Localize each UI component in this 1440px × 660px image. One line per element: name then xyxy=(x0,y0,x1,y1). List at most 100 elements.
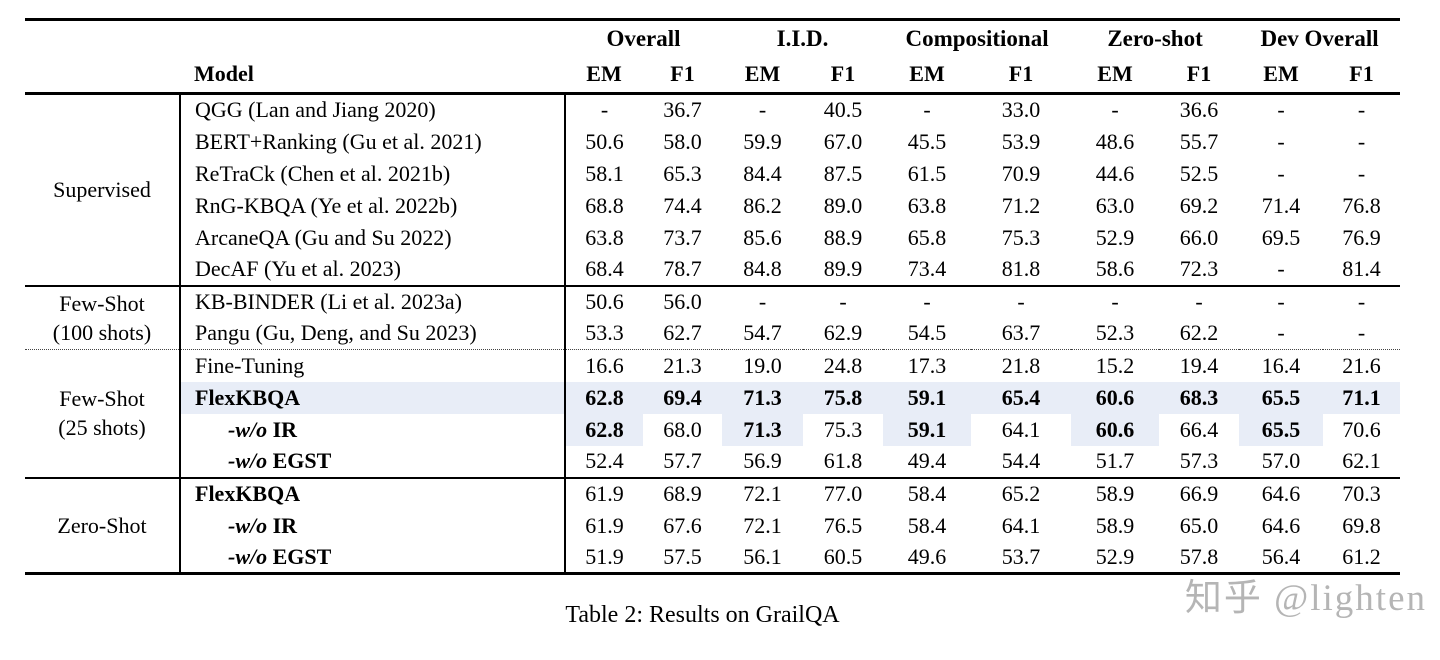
value-cell: 65.5 xyxy=(1239,381,1324,414)
value-cell: 57.0 xyxy=(1261,448,1301,473)
value-cell: 36.7 xyxy=(663,97,702,123)
model-name: RnG-KBQA (Ye et al. 2022b) xyxy=(195,192,458,218)
value-cell: - xyxy=(1357,320,1366,346)
value-cell: 72.3 xyxy=(1179,256,1219,281)
value-cell: 67.0 xyxy=(823,128,863,154)
value-cell: - xyxy=(1357,97,1366,123)
model-name: Fine-Tuning xyxy=(195,352,305,378)
value-cell: 15.2 xyxy=(1071,349,1160,382)
model-column-header: Model xyxy=(180,56,565,95)
col-subheader-em: EM xyxy=(565,56,643,95)
model-cell: QGG (Lan and Jiang 2020) xyxy=(180,93,566,126)
value-cell: 60.6 xyxy=(1071,413,1160,446)
value-cell: 69.8 xyxy=(1342,512,1381,538)
without-prefix: -w/o xyxy=(228,416,273,442)
value-cell: 21.6 xyxy=(1323,349,1401,382)
model-name: DecAF (Yu et al. 2023) xyxy=(195,256,401,281)
model-name: IR xyxy=(272,416,298,442)
value-cell: 62.2 xyxy=(1179,320,1219,346)
value-cell: 54.4 xyxy=(1001,448,1041,473)
table-row: Few-Shot (100 shots) KB-BINDER (Li et al. … xyxy=(25,284,1401,350)
value-cell: 70.6 xyxy=(1342,416,1381,442)
results-table: Overall I.I.D. Compositional Zero-shot D… xyxy=(25,18,1401,575)
value-cell: 52.9 xyxy=(1095,543,1135,569)
value-cell: 51.9 xyxy=(585,543,624,569)
value-cell: 62.7 xyxy=(663,320,702,346)
value-cell: 65.3 xyxy=(663,160,702,186)
value-cell: 17.3 xyxy=(883,349,972,382)
model-cell: KB-BINDER (Li et al. 2023a) xyxy=(180,284,566,318)
col-group-overall: Overall xyxy=(606,25,681,51)
value-cell: 72.1 xyxy=(743,512,782,538)
value-cell: - xyxy=(1159,284,1240,318)
value-cell: 72.1 xyxy=(722,476,803,510)
without-prefix: -w/o xyxy=(228,448,273,473)
value-cell: 88.9 xyxy=(823,224,863,250)
value-cell: 62.8 xyxy=(565,413,643,446)
model-cell: ReTraCk (Chen et al. 2021b) xyxy=(180,157,566,190)
value-cell: 51.7 xyxy=(1095,448,1135,473)
value-cell: 61.9 xyxy=(585,512,624,538)
col-subheader-f1: F1 xyxy=(1159,56,1240,95)
value-cell: 61.8 xyxy=(823,448,863,473)
value-cell: 21.8 xyxy=(971,349,1072,382)
value-cell: 71.3 xyxy=(722,413,803,446)
model-cell: ArcaneQA (Gu and Su 2022) xyxy=(180,221,566,254)
value-cell: 52.5 xyxy=(1179,160,1219,186)
value-cell: 63.0 xyxy=(1095,192,1135,218)
value-cell: 66.9 xyxy=(1159,476,1240,510)
value-cell: - xyxy=(971,284,1072,318)
value-cell: 84.8 xyxy=(743,256,782,281)
value-cell: 52.9 xyxy=(1095,224,1135,250)
without-prefix: -w/o xyxy=(228,512,273,538)
model-cell: FlexKBQA xyxy=(180,381,566,414)
col-group-compositional: Compositional xyxy=(905,25,1049,51)
col-subheader-f1: F1 xyxy=(971,56,1072,95)
value-cell: 71.3 xyxy=(722,381,803,414)
group-label-cell: Supervised xyxy=(25,93,181,286)
value-cell: 16.6 xyxy=(565,349,643,382)
value-cell: - xyxy=(1277,160,1285,186)
value-cell: 64.6 xyxy=(1239,476,1324,510)
table-row: Zero-Shot FlexKBQA 61.9 68.9 72.1 77.0 58.4 65.… xyxy=(25,476,1401,574)
table-row: FlexKBQA 62.8 69.4 71.3 75.8 59.1 65.4 60.6 68.3… xyxy=(25,381,1401,414)
value-cell: 78.7 xyxy=(663,256,702,281)
value-cell: 64.6 xyxy=(1261,512,1301,538)
value-cell: 58.1 xyxy=(585,160,624,186)
col-subheader-em: EM xyxy=(1239,56,1324,95)
value-cell: 19.0 xyxy=(722,349,803,382)
table-row: RnG-KBQA (Ye et al. 2022b) 68.8 74.4 86.2 89… xyxy=(25,189,1400,222)
group-label-line: Few-Shot xyxy=(59,386,145,412)
value-cell: 59.1 xyxy=(883,413,972,446)
model-name: QGG (Lan and Jiang 2020) xyxy=(195,97,436,123)
value-cell: 49.6 xyxy=(907,543,947,569)
value-cell: 70.3 xyxy=(1323,476,1401,510)
table-body: Supervised QGG (Lan and Jiang 2020) - 36.7 -… xyxy=(25,93,1401,574)
without-prefix: -w/o xyxy=(228,543,273,569)
value-cell: 65.5 xyxy=(1239,413,1324,446)
value-cell: - xyxy=(600,97,609,123)
value-cell: - xyxy=(1277,97,1285,123)
value-cell: - xyxy=(1071,284,1160,318)
value-cell: - xyxy=(1277,128,1285,154)
value-cell: 86.2 xyxy=(743,192,782,218)
value-cell: 58.0 xyxy=(663,128,702,154)
table-caption: Table 2: Results on GrailQA xyxy=(565,602,840,628)
value-cell: 57.3 xyxy=(1179,448,1219,473)
group-label-cell: Few-Shot (100 shots) xyxy=(25,284,181,350)
value-cell: 81.8 xyxy=(1001,256,1041,281)
value-cell: 21.3 xyxy=(643,349,722,382)
col-subheader-f1: F1 xyxy=(803,56,884,95)
table-row: -w/o EGST 51.9 57.5 56.1 60.5 49.6 53.7 52.9 57.… xyxy=(25,541,1400,574)
value-cell: 53.7 xyxy=(1001,543,1041,569)
model-name: BERT+Ranking (Gu et al. 2021) xyxy=(195,128,482,154)
table-row: Supervised QGG (Lan and Jiang 2020) - 36.7 -… xyxy=(25,93,1400,286)
value-cell: 56.1 xyxy=(743,543,782,569)
value-cell: - xyxy=(1357,128,1366,154)
value-cell: 65.8 xyxy=(907,224,947,250)
value-cell: 40.5 xyxy=(823,97,863,123)
value-cell: 52.3 xyxy=(1095,320,1135,346)
value-cell: 76.9 xyxy=(1342,224,1381,250)
value-cell: 68.4 xyxy=(585,256,624,281)
